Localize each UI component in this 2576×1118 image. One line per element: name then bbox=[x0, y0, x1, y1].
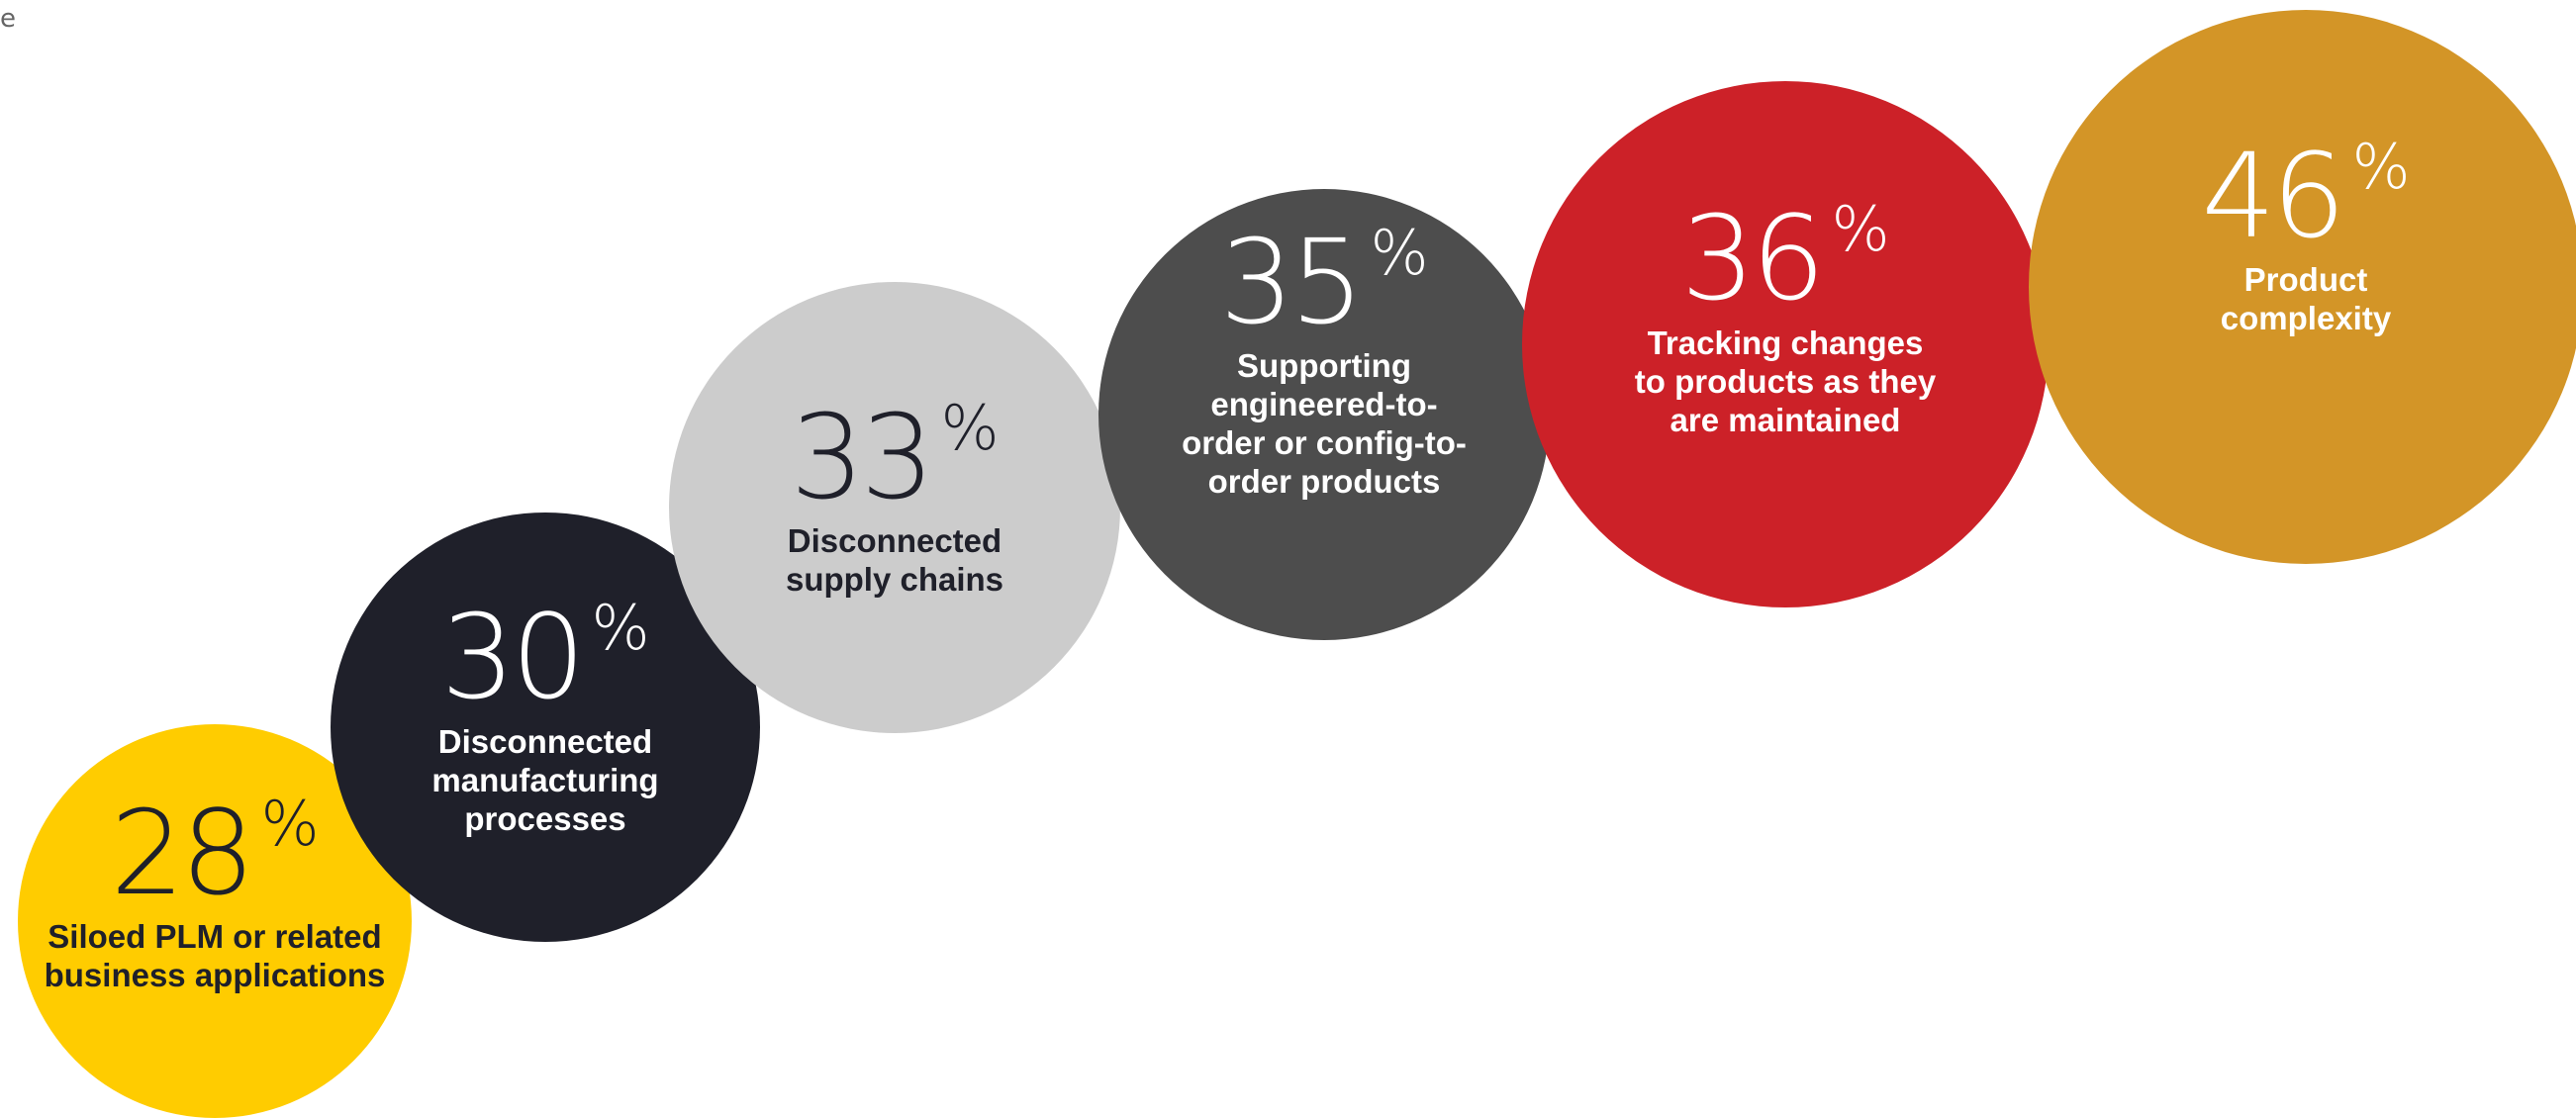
bubble-percentage: 36% bbox=[1680, 190, 1889, 327]
percent-sign: % bbox=[2351, 130, 2411, 203]
bubble-5: 46% Product complexity bbox=[2029, 10, 2576, 564]
bubble-value: 36 bbox=[1680, 190, 1825, 327]
bubble-percentage: 46% bbox=[2201, 127, 2410, 264]
bubble-value: 28 bbox=[110, 784, 254, 921]
percent-sign: % bbox=[260, 787, 320, 860]
bubble-label: Disconnected supply chains bbox=[785, 522, 1004, 599]
bubble-percentage: 30% bbox=[440, 589, 649, 726]
bubble-value: 46 bbox=[2201, 127, 2345, 264]
bubble-content: 35% Supporting engineered-to- order or co… bbox=[1182, 213, 1467, 502]
corner-text: e bbox=[0, 4, 16, 34]
percent-sign: % bbox=[1831, 193, 1890, 266]
bubble-percentage: 28% bbox=[110, 784, 319, 921]
percent-sign: % bbox=[1370, 216, 1429, 289]
bubble-value: 35 bbox=[1219, 213, 1364, 350]
bubble-2: 33% Disconnected supply chains bbox=[669, 282, 1120, 733]
bubble-value: 30 bbox=[440, 589, 585, 726]
bubble-percentage: 33% bbox=[790, 388, 999, 525]
bubble-1: 30% Disconnected manufacturing processes bbox=[331, 512, 760, 942]
bubble-3: 35% Supporting engineered-to- order or co… bbox=[1098, 189, 1550, 640]
percent-sign: % bbox=[591, 592, 650, 665]
bubble-label: Disconnected manufacturing processes bbox=[431, 722, 659, 837]
percent-sign: % bbox=[940, 391, 1000, 464]
bubble-label: Tracking changes to products as they are… bbox=[1634, 324, 1937, 438]
bubble-content: 36% Tracking changes to products as they … bbox=[1634, 190, 1937, 439]
bubble-content: 30% Disconnected manufacturing processes bbox=[431, 589, 659, 838]
bubble-percentage: 35% bbox=[1219, 213, 1428, 350]
bubble-content: 46% Product complexity bbox=[2201, 127, 2410, 338]
bubble-content: 33% Disconnected supply chains bbox=[785, 388, 1004, 600]
bubble-4: 36% Tracking changes to products as they … bbox=[1522, 81, 2049, 607]
bubble-label: Siloed PLM or related business applicati… bbox=[44, 918, 386, 994]
bubble-label: Product complexity bbox=[2220, 261, 2392, 337]
bubble-label: Supporting engineered-to- order or confi… bbox=[1182, 347, 1467, 501]
bubble-value: 33 bbox=[790, 388, 934, 525]
bubble-content: 28% Siloed PLM or related business applic… bbox=[44, 784, 386, 995]
